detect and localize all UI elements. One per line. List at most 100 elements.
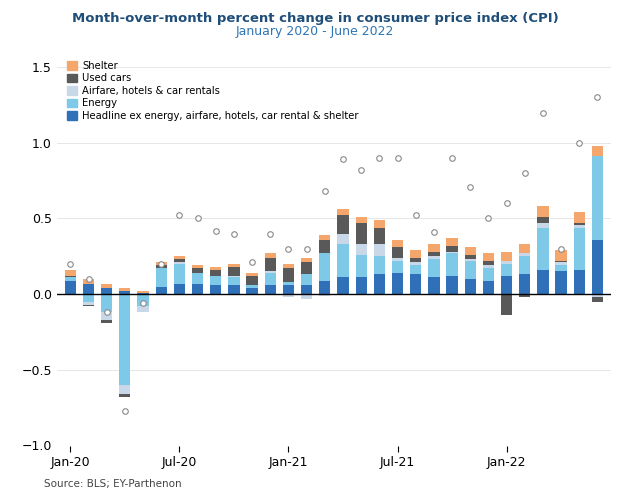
Bar	[592, 146, 603, 156]
Bar	[337, 209, 348, 215]
Point	[156, 260, 166, 268]
Point	[284, 245, 294, 252]
Point	[392, 154, 403, 162]
Point	[374, 154, 384, 162]
Bar	[156, 262, 167, 265]
Bar	[574, 228, 585, 270]
Bar	[501, 261, 512, 264]
Bar	[374, 256, 385, 274]
Bar	[592, 156, 603, 240]
Bar	[392, 247, 403, 258]
Bar	[83, 284, 94, 294]
Bar	[319, 253, 331, 281]
Bar	[119, 288, 130, 291]
Bar	[464, 247, 476, 255]
Bar	[246, 273, 258, 276]
Bar	[519, 256, 530, 274]
Legend: Shelter, Used cars, Airfare, hotels & car rentals, Energy, Headline ex energy, a: Shelter, Used cars, Airfare, hotels & ca…	[67, 61, 358, 121]
Bar	[537, 223, 549, 228]
Bar	[210, 285, 221, 294]
Bar	[174, 256, 185, 259]
Bar	[228, 285, 239, 294]
Bar	[355, 255, 367, 278]
Bar	[464, 255, 476, 259]
Point	[66, 260, 76, 268]
Point	[429, 228, 439, 236]
Bar	[428, 244, 440, 252]
Point	[193, 214, 203, 222]
Bar	[301, 294, 312, 298]
Bar	[556, 262, 567, 265]
Bar	[319, 281, 331, 294]
Point	[302, 245, 312, 252]
Bar	[192, 273, 203, 284]
Point	[465, 183, 475, 191]
Bar	[537, 206, 549, 217]
Bar	[265, 273, 276, 285]
Bar	[592, 297, 603, 302]
Bar	[174, 259, 185, 262]
Bar	[301, 274, 312, 285]
Bar	[374, 274, 385, 294]
Bar	[519, 253, 530, 256]
Bar	[283, 282, 294, 285]
Bar	[392, 273, 403, 294]
Bar	[101, 320, 112, 323]
Bar	[556, 265, 567, 271]
Point	[411, 211, 421, 219]
Bar	[447, 253, 457, 276]
Bar	[228, 267, 239, 276]
Bar	[574, 225, 585, 228]
Bar	[410, 265, 421, 274]
Bar	[392, 258, 403, 261]
Bar	[574, 223, 585, 225]
Bar	[137, 306, 149, 312]
Bar	[119, 294, 130, 385]
Bar	[464, 279, 476, 294]
Bar	[337, 215, 348, 234]
Bar	[101, 312, 112, 320]
Bar	[374, 244, 385, 256]
Bar	[319, 235, 331, 240]
Point	[320, 187, 330, 195]
Point	[575, 139, 585, 147]
Bar	[556, 271, 567, 294]
Bar	[119, 385, 130, 394]
Bar	[101, 294, 112, 312]
Bar	[537, 217, 549, 223]
Bar	[228, 278, 239, 285]
Bar	[301, 285, 312, 294]
Bar	[192, 268, 203, 273]
Bar	[410, 258, 421, 262]
Bar	[447, 246, 457, 252]
Point	[447, 154, 457, 162]
Bar	[501, 294, 512, 315]
Bar	[428, 252, 440, 256]
Bar	[246, 285, 258, 288]
Bar	[192, 284, 203, 294]
Bar	[464, 261, 476, 279]
Bar	[592, 240, 603, 294]
Point	[556, 245, 566, 252]
Bar	[210, 276, 221, 285]
Point	[265, 230, 275, 238]
Bar	[319, 240, 331, 253]
Bar	[210, 267, 221, 270]
Bar	[65, 276, 76, 278]
Bar	[101, 284, 112, 288]
Bar	[483, 281, 494, 294]
Bar	[283, 268, 294, 282]
Bar	[174, 262, 185, 264]
Point	[210, 227, 220, 235]
Point	[520, 169, 530, 177]
Point	[138, 299, 148, 307]
Point	[101, 308, 112, 316]
Bar	[556, 250, 567, 261]
Point	[501, 199, 512, 207]
Bar	[246, 276, 258, 285]
Bar	[574, 270, 585, 294]
Bar	[83, 294, 94, 302]
Point	[120, 407, 130, 415]
Bar	[519, 274, 530, 294]
Bar	[119, 291, 130, 294]
